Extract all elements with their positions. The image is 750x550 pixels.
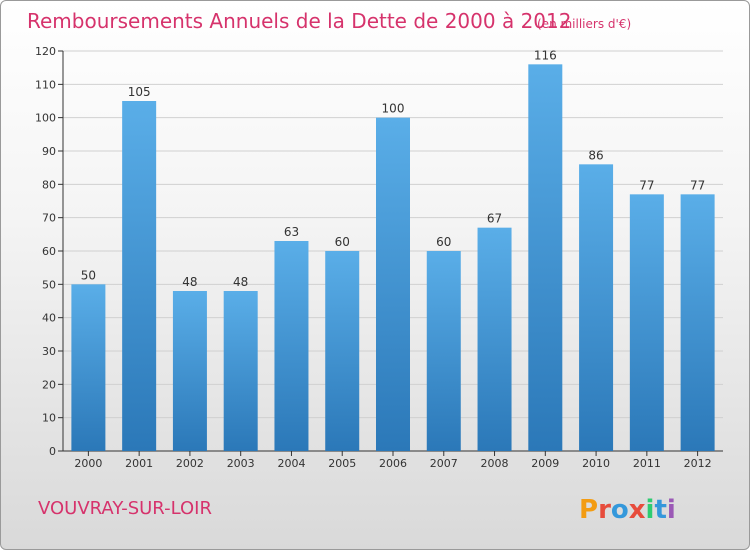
bar-2006 (376, 117, 410, 452)
x-tick-label-2007: 2007 (430, 457, 458, 470)
logo-letter: x (629, 495, 646, 525)
data-label-2009: 116 (534, 48, 557, 62)
data-label-2005: 60 (335, 235, 350, 249)
y-tick-label: 50 (42, 278, 56, 291)
bar-2012 (680, 194, 715, 452)
bar-2005 (325, 251, 360, 451)
y-tick-label: 10 (42, 412, 56, 425)
y-tick-label: 120 (35, 45, 56, 58)
bar-2004 (274, 241, 309, 451)
bar-2001 (122, 101, 157, 451)
data-label-2001: 105 (128, 85, 151, 99)
data-label-2000: 50 (81, 268, 96, 282)
data-label-2006: 100 (382, 102, 405, 116)
y-tick-label: 80 (42, 178, 56, 191)
bars (71, 64, 715, 452)
x-tick-label-2012: 2012 (684, 457, 712, 470)
data-label-2011: 77 (639, 178, 654, 192)
data-labels: 50 105 48 48 63 60 100 60 67 116 86 77 77 (81, 48, 706, 289)
bar-2000 (71, 284, 106, 451)
y-tick-label: 90 (42, 145, 56, 158)
y-tick-label: 110 (35, 78, 56, 91)
x-tick-label-2000: 2000 (74, 457, 102, 470)
data-label-2007: 60 (436, 235, 451, 249)
y-tick-label: 20 (42, 378, 56, 391)
bar-2007 (426, 251, 461, 451)
data-label-2010: 86 (588, 148, 603, 162)
x-tick-label-2008: 2008 (481, 457, 509, 470)
x-tick-label-2011: 2011 (633, 457, 661, 470)
y-tick-label: 30 (42, 345, 56, 358)
data-label-2002: 48 (182, 275, 197, 289)
proxiti-logo: Proxiti (579, 495, 676, 525)
y-tick-label: 100 (35, 112, 56, 125)
logo-letter: o (611, 495, 629, 525)
y-tick-label: 70 (42, 212, 56, 225)
x-tick-label-2004: 2004 (277, 457, 305, 470)
x-tick-label-2009: 2009 (531, 457, 559, 470)
bar-2003 (223, 291, 258, 451)
bar-2008 (477, 227, 512, 451)
x-tick-label-2001: 2001 (125, 457, 153, 470)
logo-letter: P (579, 495, 598, 525)
y-tick-label: 0 (49, 445, 56, 458)
logo-letter: i (646, 495, 655, 525)
y-tick-label: 40 (42, 312, 56, 325)
data-label-2003: 48 (233, 275, 248, 289)
logo-letter: t (654, 495, 666, 525)
bar-2009 (528, 64, 563, 452)
chart-title: Remboursements Annuels de la Dette de 20… (27, 9, 571, 33)
bar-2010 (579, 164, 614, 452)
bar-2011 (629, 194, 664, 452)
y-tick-label: 60 (42, 245, 56, 258)
place-name: VOUVRAY-SUR-LOIR (38, 498, 212, 519)
data-label-2008: 67 (487, 212, 502, 226)
bar-2002 (172, 291, 207, 451)
x-tick-label-2005: 2005 (328, 457, 356, 470)
logo-letter: r (598, 495, 611, 525)
chart-subtitle: (en milliers d'€) (537, 17, 631, 31)
x-tick-label-2006: 2006 (379, 457, 407, 470)
x-tick-label-2003: 2003 (227, 457, 255, 470)
x-tick-label-2002: 2002 (176, 457, 204, 470)
x-tick-label-2010: 2010 (582, 457, 610, 470)
data-label-2004: 63 (284, 225, 299, 239)
data-label-2012: 77 (690, 178, 705, 192)
logo-letter: i (667, 495, 676, 525)
